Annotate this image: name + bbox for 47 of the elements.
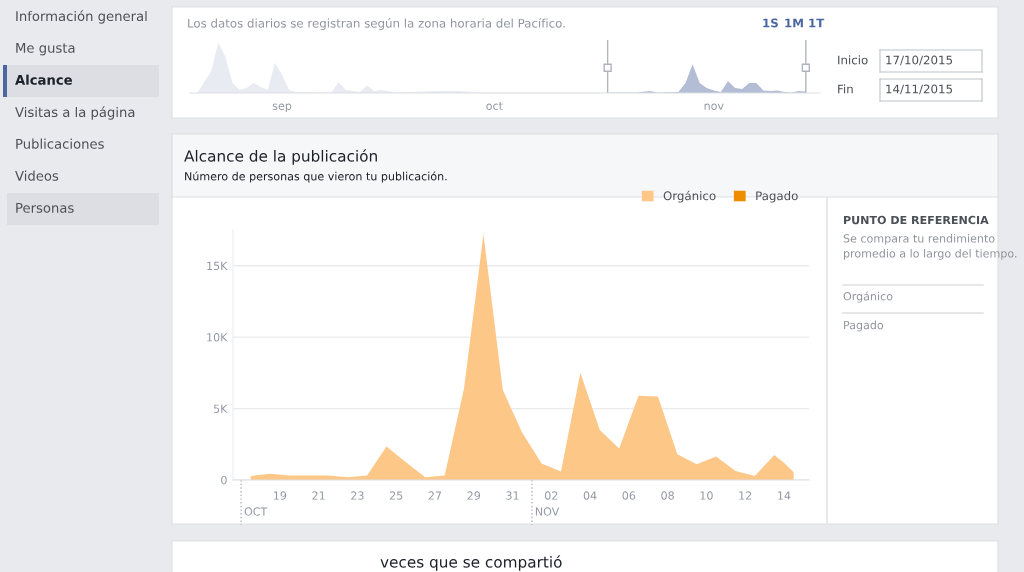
- x-tick-label: 10: [700, 491, 713, 500]
- text: 17/10/2015: [886, 55, 953, 66]
- x-tick-label: 23: [351, 491, 364, 500]
- ref-line-label: OCT: [244, 507, 268, 516]
- x-tick-label: 12: [739, 491, 752, 500]
- text: Información general: [16, 10, 147, 24]
- text: Se compara tu rendimiento promedio a lo largo del tiempo.: [843, 234, 1017, 260]
- text: 1S: [763, 18, 778, 28]
- text: Alcance: [15, 74, 72, 85]
- x-tick-label: sep: [272, 103, 292, 113]
- x-tick-label: 02: [544, 491, 558, 500]
- x-tick-label: nov: [704, 103, 724, 110]
- x-tick-label: 08: [661, 491, 674, 500]
- x-tick-label: 31: [506, 491, 519, 500]
- x-tick-label: 19: [274, 491, 287, 500]
- text: Visitas a la página: [15, 106, 135, 120]
- text: 1T: [809, 18, 825, 28]
- chart-title: Los datos diarios se registran según la zona horaria del Pacífico.: [188, 18, 565, 30]
- x-tick-label: 25: [389, 491, 403, 500]
- legend-label: Pagado: [756, 191, 798, 203]
- x-tick-label: 06: [622, 491, 636, 500]
- ref-line-label: NOV: [535, 507, 560, 516]
- chart-subtitle: Número de personas que vieron tu publicación.: [185, 171, 447, 183]
- text: Pagado: [844, 320, 884, 332]
- x-tick-label: oct: [486, 101, 503, 110]
- chart-title: Alcance de la publicación: [184, 149, 377, 165]
- x-tick-label: 27: [428, 491, 442, 500]
- text: veces que se compartió: [380, 555, 562, 571]
- text: Videos: [15, 170, 59, 181]
- text: Orgánico: [843, 291, 893, 303]
- x-tick-label: 21: [312, 491, 325, 500]
- text: Fin: [838, 84, 853, 94]
- y-tick-label: 0: [221, 475, 227, 485]
- x-tick-label: 29: [467, 491, 481, 500]
- y-tick-label: 5K: [213, 404, 228, 413]
- y-tick-label: 10K: [207, 333, 228, 342]
- x-tick-label: 04: [583, 491, 597, 500]
- text: 1M: [785, 18, 803, 28]
- text: 14/11/2015: [886, 84, 953, 95]
- text: PUNTO DE REFERENCIA: [844, 215, 989, 225]
- text: Me gusta: [16, 43, 75, 56]
- x-tick-label: 14: [778, 491, 791, 500]
- legend-label: Orgánico: [663, 190, 716, 203]
- text: Personas: [16, 203, 74, 213]
- text: Publicaciones: [16, 138, 104, 149]
- y-tick-label: 15K: [207, 261, 228, 271]
- text: Inicio: [838, 55, 868, 65]
